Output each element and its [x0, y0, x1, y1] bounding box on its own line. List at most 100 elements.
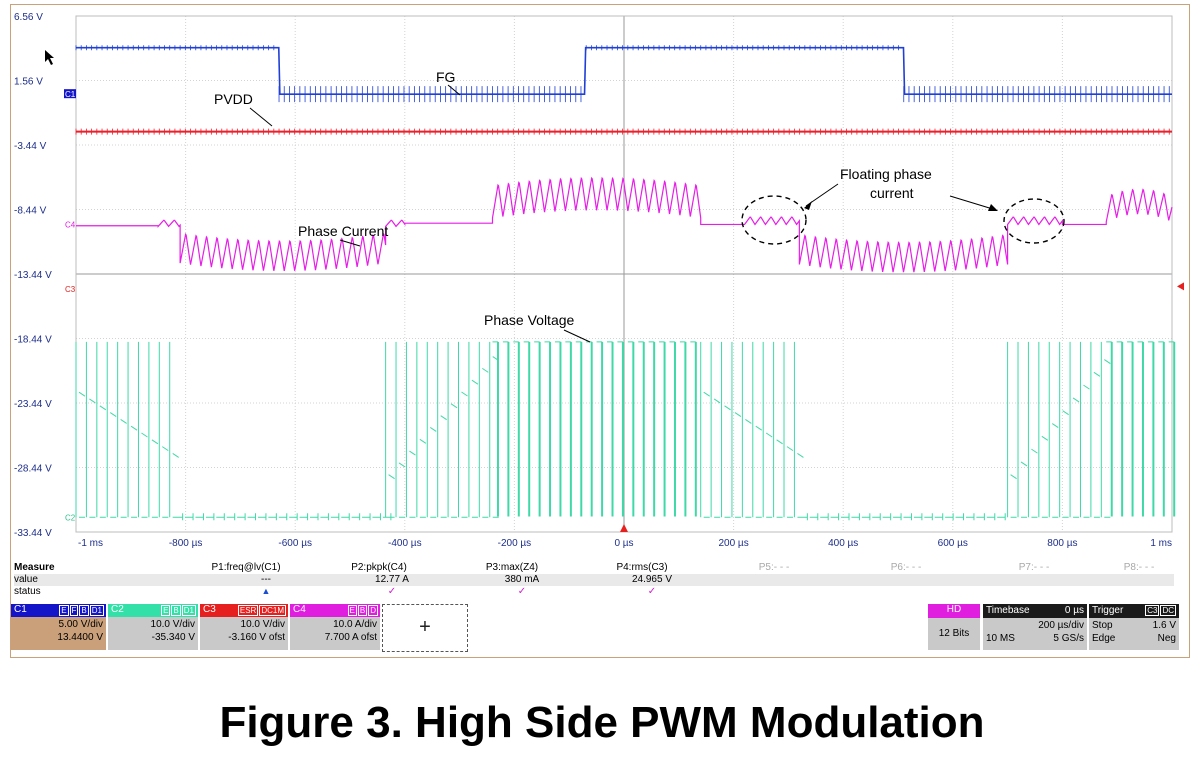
trigger-level-marker [1177, 282, 1184, 291]
time-per-div: 200 µs/div [1038, 620, 1084, 631]
y-tick-label: -28.44 V [14, 464, 52, 475]
trigger-channel: C3 [1145, 605, 1160, 616]
channel-c2-body: 10.0 V/div -35.340 V [108, 617, 198, 650]
channel-c1-box[interactable]: C1 E F B D1 5.00 V/div 13.4400 V [11, 604, 106, 650]
axes: 6.56 V 1.56 V -3.44 V -8.44 V -13.44 V -18.44… [14, 12, 1184, 549]
y-tick-label: -23.44 V [14, 399, 52, 410]
sample-count: 10 MS [986, 633, 1015, 644]
flag: E [59, 605, 69, 616]
add-channel-button[interactable]: + [382, 604, 468, 652]
measure-param[interactable]: P2:pkpk(C4) [351, 562, 407, 573]
floating-phase-label-line1: Floating phase [840, 166, 932, 182]
fg-trace [76, 46, 1172, 95]
pvdd-trace-ticks [75, 128, 1170, 135]
channel-marker: C4 [65, 220, 76, 229]
channel-flags: E F B D1 [58, 605, 104, 616]
measure-value: 380 mA [504, 574, 540, 585]
flag: E [161, 605, 171, 616]
measure-param[interactable]: P1:freq@lv(C1) [211, 562, 281, 573]
pvdd-leader [249, 107, 273, 127]
hd-body: 12 Bits [928, 618, 980, 650]
measure-value: --- [261, 574, 271, 585]
measure-status-row: status ▲ ✓ ✓ ✓ [14, 586, 1174, 598]
trigger-mode: Stop [1092, 620, 1113, 631]
measure-value-row: value --- 12.77 A 380 mA 24.965 V [14, 574, 1174, 586]
volts-per-div: 10.0 V/div [150, 619, 195, 630]
x-tick-label: 0 µs [614, 538, 633, 549]
flag: ESR [237, 605, 259, 616]
phase-current-trace [76, 176, 1173, 273]
measure-param[interactable]: P7:- - - [1018, 562, 1050, 573]
measure-param[interactable]: P8:- - - [1123, 562, 1155, 573]
measure-param[interactable]: P3:max(Z4) [485, 562, 539, 573]
trigger-level: 1.6 V [1152, 620, 1176, 631]
measure-title: Measure [14, 562, 55, 573]
status-check-icon: ✓ [647, 586, 657, 597]
x-tick-label: 800 µs [1047, 538, 1077, 549]
channel-marker: C2 [65, 513, 76, 522]
trigger-position-marker [620, 524, 628, 532]
hd-box[interactable]: HD 12 Bits [928, 604, 980, 650]
flag: DC1M [259, 605, 286, 616]
trigger-header: Trigger C3 DC [1089, 604, 1179, 618]
channel-c2-box[interactable]: C2 E B D1 10.0 V/div -35.340 V [108, 604, 198, 650]
floating-arrowhead-left [804, 201, 812, 210]
x-tick-label: 600 µs [938, 538, 968, 549]
y-tick-label: -3.44 V [14, 141, 47, 152]
channel-flags: E B D1 [160, 605, 196, 616]
y-tick-label: -8.44 V [14, 206, 47, 217]
grid [75, 15, 1173, 533]
measure-header-row: Measure P1:freq@lv(C1) P2:pkpk(C4) P3:ma… [14, 562, 1174, 574]
x-tick-label: -800 µs [169, 538, 203, 549]
phase-current-leader [339, 239, 361, 247]
trigger-label: Trigger [1092, 605, 1124, 616]
channel-name: C3 [203, 604, 216, 615]
channel-c3-box[interactable]: C3 ESR DC1M 10.0 V/div -3.160 V ofst [200, 604, 288, 650]
phase-voltage-leader [563, 329, 591, 343]
floating-arrow-right [949, 195, 997, 211]
pvdd-label: PVDD [214, 91, 253, 107]
fg-label: FG [436, 69, 455, 85]
flag: D1 [89, 605, 104, 616]
offset: 13.4400 V [57, 632, 103, 643]
annotations: FG PVDD Phase Current Phase Voltage Floating… [45, 50, 1065, 343]
y-tick-label: -33.44 V [14, 528, 52, 539]
sample-rate: 5 GS/s [1053, 633, 1084, 644]
flag: B [79, 605, 89, 616]
trigger-type: Edge [1092, 633, 1116, 644]
value-row-label: value [14, 574, 38, 585]
flag: E [347, 605, 357, 616]
measure-param[interactable]: P5:- - - [758, 562, 790, 573]
figure-caption: Figure 3. High Side PWM Modulation [219, 698, 985, 747]
trigger-flags: C3 DC [1144, 605, 1176, 616]
hd-bits: 12 Bits [938, 628, 970, 639]
channel-c3-header: C3 ESR DC1M [200, 604, 288, 617]
trigger-slope: Neg [1157, 633, 1176, 644]
timebase-header: Timebase 0 µs [983, 604, 1087, 618]
offset: -35.340 V [151, 632, 195, 643]
volts-per-div: 10.0 V/div [240, 619, 285, 630]
floating-phase-label-line2: current [870, 185, 914, 201]
fg-leader [447, 84, 461, 96]
x-tick-label: -1 ms [78, 538, 103, 549]
channel-c1-body: 5.00 V/div 13.4400 V [11, 617, 106, 650]
flag: D [368, 605, 378, 616]
channel-marker-bg [64, 89, 76, 99]
status-check-icon: ✓ [387, 586, 397, 597]
channel-c4-body: 10.0 A/div 7.700 A ofst [290, 617, 380, 650]
channel-marker: C3 [65, 285, 76, 294]
phase-voltage-trace [75, 341, 1176, 521]
trigger-box[interactable]: Trigger C3 DC Stop 1.6 V Edge Neg [1089, 604, 1179, 650]
measure-param[interactable]: P4:rms(C3) [616, 562, 668, 573]
flag: D1 [181, 605, 196, 616]
channel-name: C4 [293, 604, 306, 615]
offset: -3.160 V ofst [228, 632, 285, 643]
measure-param[interactable]: P6:- - - [890, 562, 922, 573]
trigger-body: Stop 1.6 V Edge Neg [1089, 618, 1179, 650]
floating-phase-circle-right [1003, 198, 1065, 244]
channel-c3-body: 10.0 V/div -3.160 V ofst [200, 617, 288, 650]
timebase-box[interactable]: Timebase 0 µs 200 µs/div 10 MS 5 GS/s [983, 604, 1087, 650]
